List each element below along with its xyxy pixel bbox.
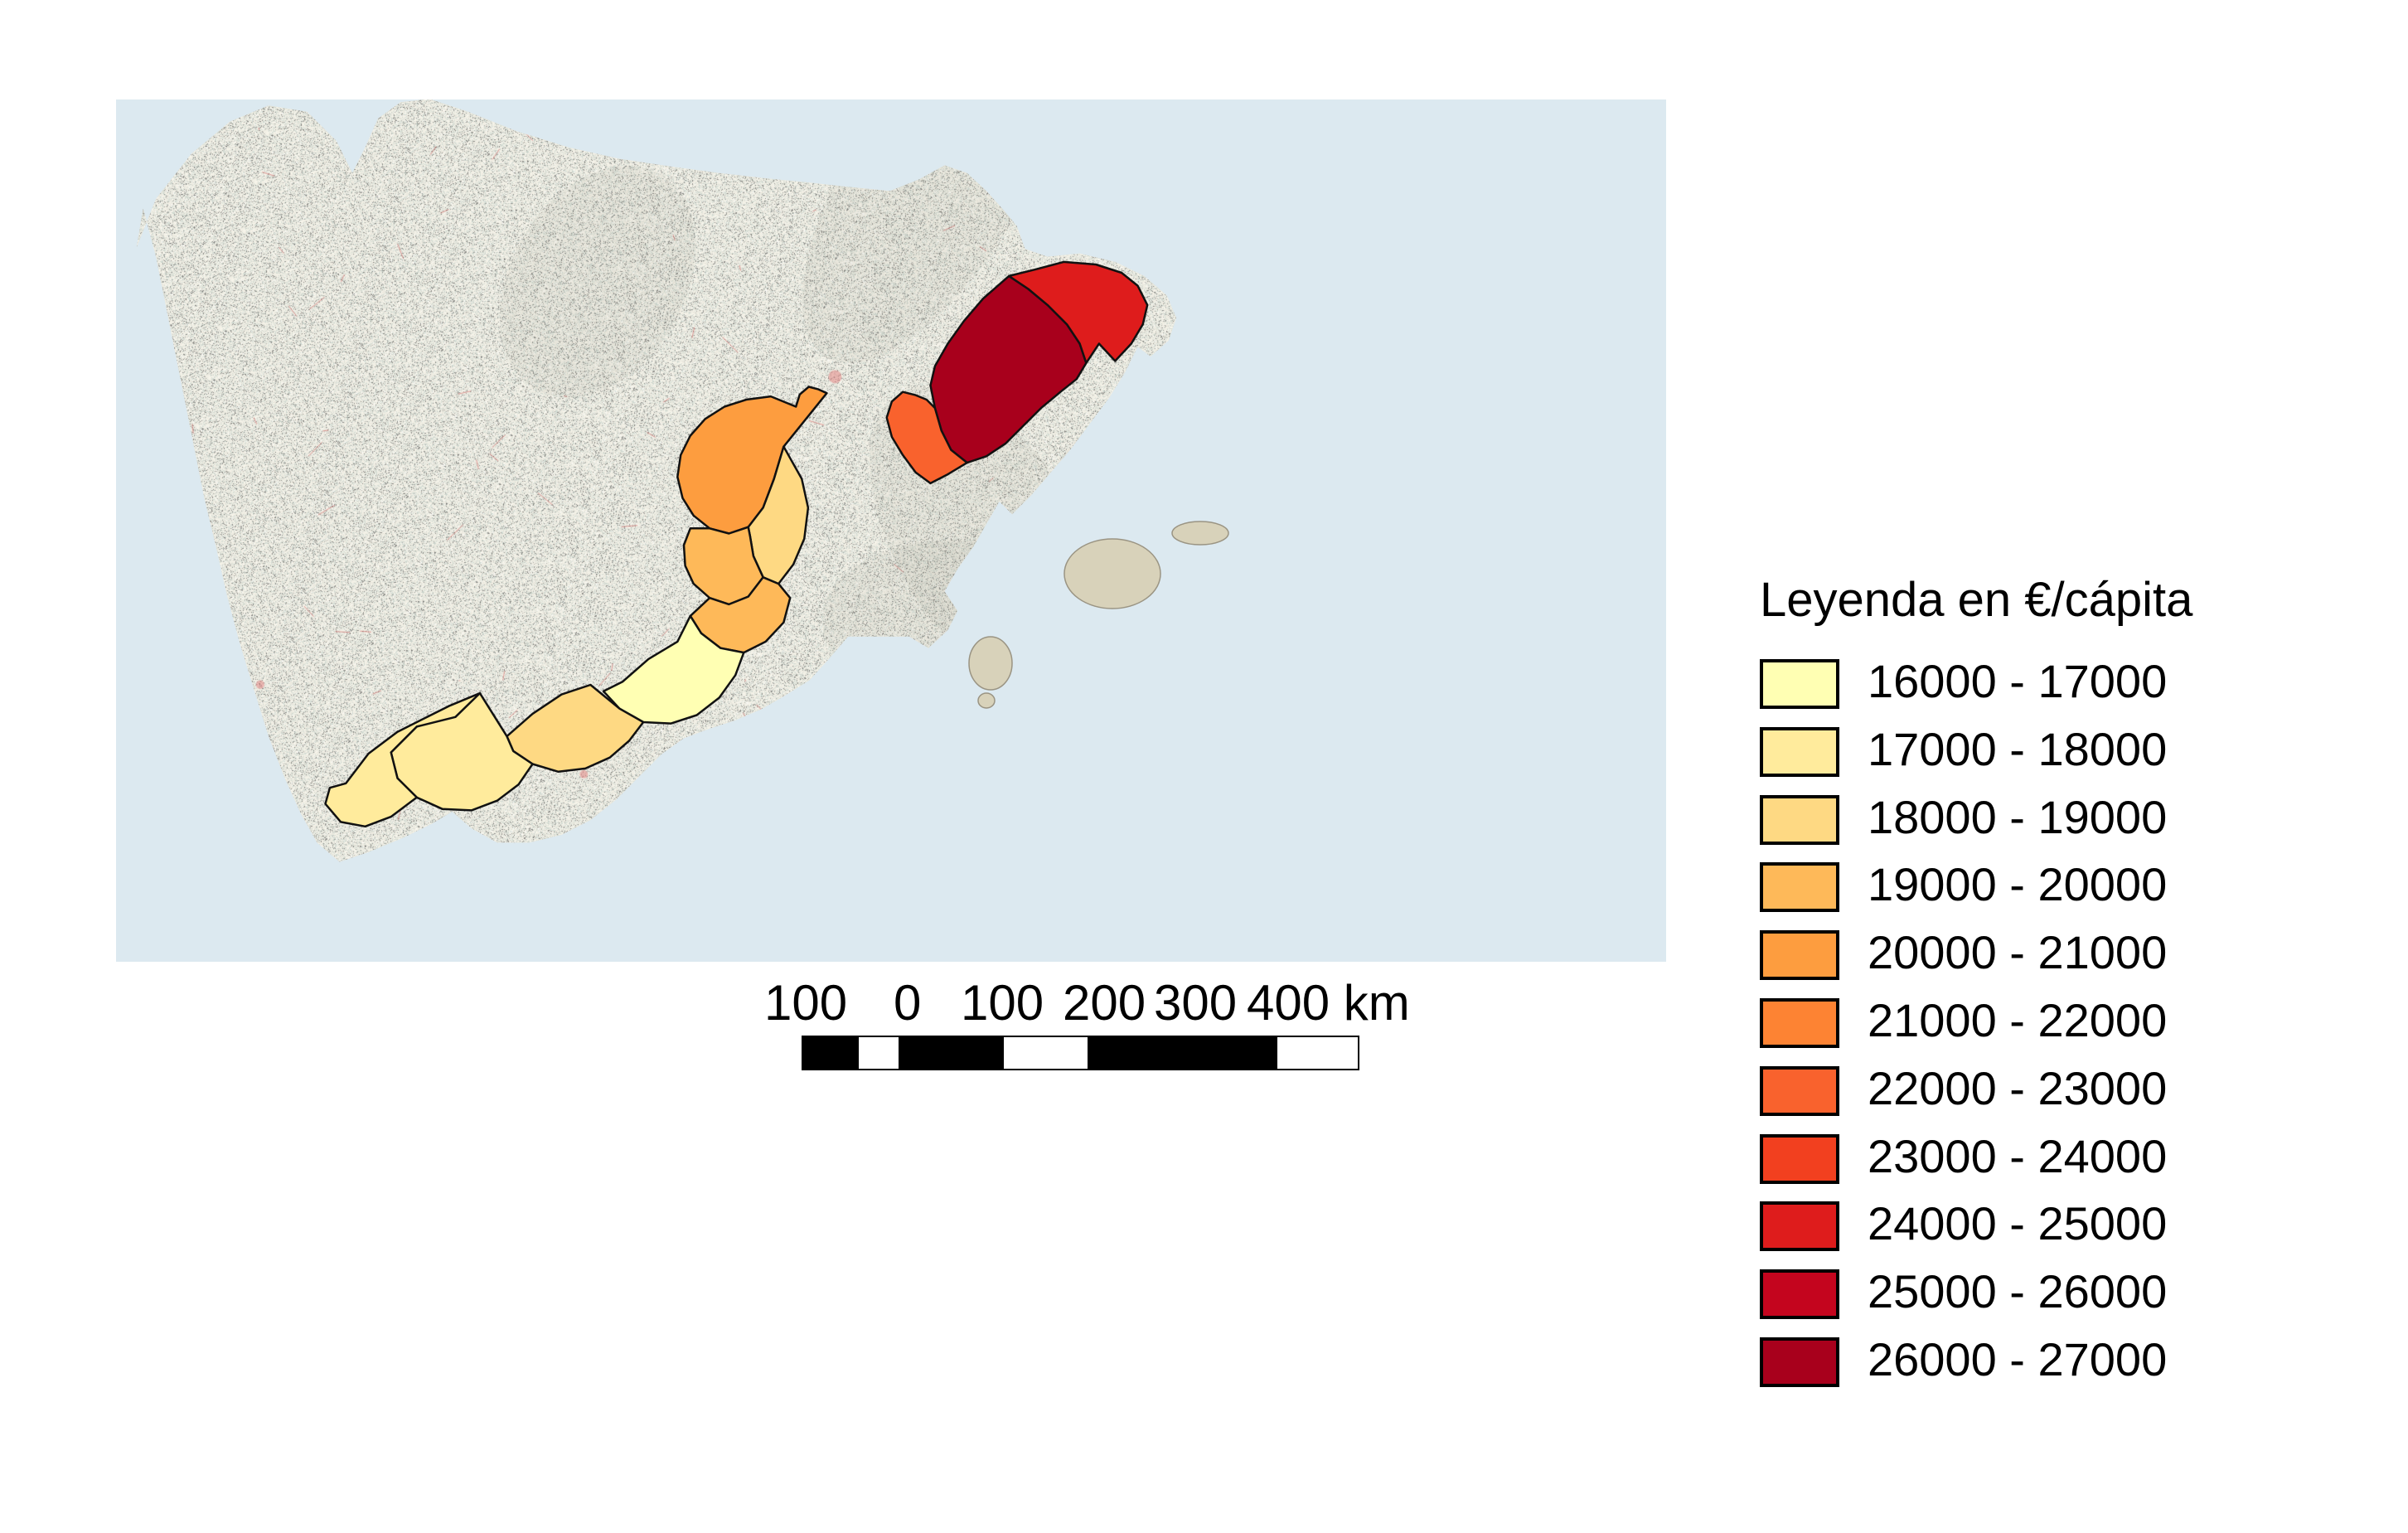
svg-text:100: 100 xyxy=(764,975,847,1031)
svg-text:200: 200 xyxy=(1063,975,1146,1031)
svg-text:100: 100 xyxy=(961,975,1044,1031)
svg-text:0: 0 xyxy=(894,975,921,1031)
svg-text:400 km: 400 km xyxy=(1247,975,1410,1031)
svg-text:300: 300 xyxy=(1154,975,1237,1031)
